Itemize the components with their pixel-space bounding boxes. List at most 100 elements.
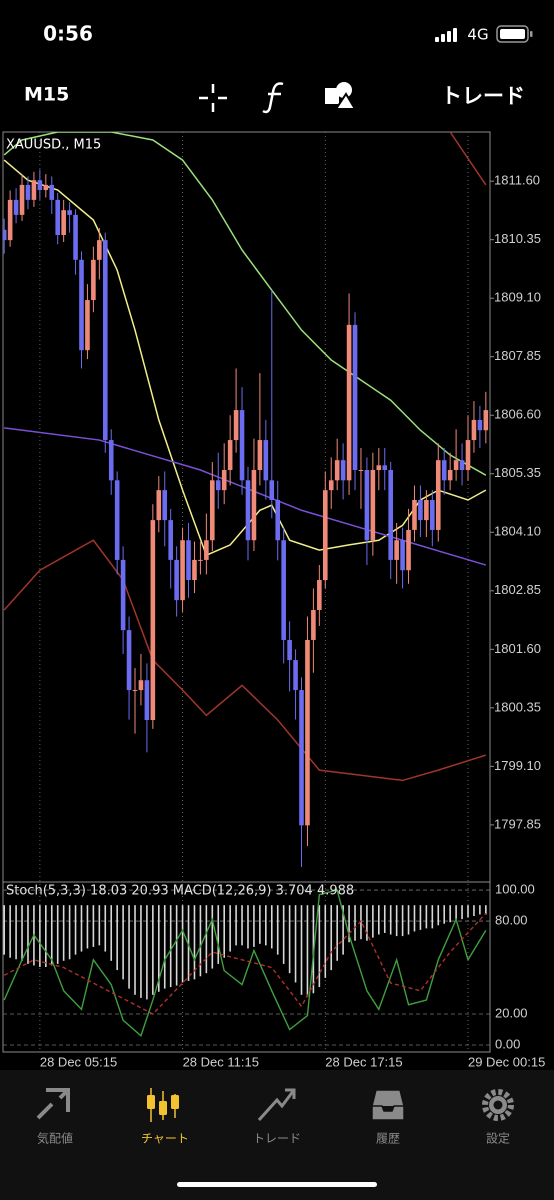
tab-icon [482, 1089, 514, 1121]
candle-body [269, 480, 275, 500]
battery-icon [496, 25, 533, 43]
candle-body [305, 639, 310, 826]
candle-body [7, 199, 13, 241]
candle-body [204, 540, 209, 560]
candle-body [352, 324, 358, 471]
candle-body [37, 180, 43, 191]
candle-body [162, 490, 168, 521]
indicator-line [4, 427, 487, 566]
candle-body [424, 499, 429, 521]
candle-body [120, 559, 126, 631]
indicator-line [3, 132, 487, 476]
candle-body [465, 440, 471, 471]
candle-body [227, 440, 233, 471]
indicator-button[interactable] [262, 82, 284, 114]
candle-body [299, 690, 304, 826]
y-tick-label: 1805.35 [494, 465, 541, 480]
candle-body [251, 470, 257, 541]
candle-body [79, 259, 84, 351]
y-tick-label: 1797.85 [494, 816, 541, 831]
candle-body [85, 300, 90, 351]
crosshair-button[interactable] [199, 84, 227, 112]
chart-frame [2, 131, 491, 1053]
y-tick-label: 80.00 [495, 912, 528, 927]
candle-body [412, 499, 417, 530]
candle-body [328, 480, 334, 491]
tab[interactable]: 履歴 [371, 1089, 405, 1146]
candle-body [477, 419, 483, 431]
candle-body [406, 529, 411, 571]
y-tick-label: 20.00 [495, 1005, 528, 1020]
objects-button[interactable] [325, 82, 357, 110]
tab-icon [36, 1088, 70, 1120]
candle-body [144, 680, 150, 721]
y-tick-label: 100.00 [495, 881, 535, 896]
indicator-line [3, 539, 487, 782]
candle-body [376, 465, 382, 471]
candle-body [43, 184, 49, 191]
tab[interactable]: チャート [141, 1088, 189, 1146]
candle-body [311, 609, 316, 640]
candle-body [364, 470, 370, 541]
candle-body [31, 180, 37, 200]
candle-body [430, 499, 435, 530]
timeframe-button[interactable]: M15 [24, 84, 69, 106]
tab-icon [371, 1089, 405, 1121]
network-label: 4G [467, 26, 488, 44]
candle-body [126, 630, 132, 691]
candle-body [73, 214, 78, 260]
y-tick-label: 1804.10 [494, 524, 541, 539]
candle-body [435, 460, 441, 530]
tab[interactable]: 設定 [482, 1089, 514, 1146]
clock: 0:56 [43, 22, 93, 46]
y-tick-label: 1810.35 [494, 231, 541, 246]
candle-body [198, 559, 203, 561]
candle-body [25, 184, 31, 200]
oscillator-line [3, 889, 487, 1037]
candle-body [459, 460, 465, 471]
candle-body [358, 470, 364, 472]
candle-body [19, 184, 25, 215]
indicator-label: Stoch(5,3,3) 18.03 20.93 MACD(12,26,9) 3… [6, 884, 354, 899]
tab-label: トレード [253, 1132, 301, 1146]
candle-body [91, 259, 96, 301]
y-tick-label: 1800.35 [494, 699, 541, 714]
tab-icon [171, 1095, 179, 1109]
y-tick-label: 1807.85 [494, 348, 541, 363]
y-tick-label: 1809.10 [494, 290, 541, 305]
tab-icon [257, 1088, 296, 1122]
symbol-label: XAUUSD., M15 [6, 138, 101, 153]
candle-body [400, 540, 405, 571]
candle-body [180, 540, 185, 601]
candle-body [257, 440, 263, 471]
tab[interactable]: トレード [253, 1088, 301, 1146]
tab-icon [159, 1101, 167, 1115]
candle-body [239, 410, 245, 481]
candle-body [55, 199, 61, 235]
candle-body [186, 540, 191, 581]
indicator-line [449, 132, 487, 186]
candle-body [263, 440, 269, 481]
home-indicator [177, 1182, 377, 1187]
tab[interactable]: 気配値 [36, 1088, 73, 1146]
candle-body [293, 660, 298, 691]
candle-body [61, 210, 66, 235]
trade-button[interactable]: トレード [441, 84, 525, 108]
candle-body [150, 520, 156, 721]
candle-body [382, 465, 388, 471]
candle-body [453, 460, 459, 471]
y-tick-label: 1799.10 [494, 758, 541, 773]
candle-body [67, 210, 72, 215]
tab-bar [0, 1070, 554, 1200]
candle-body [233, 410, 239, 441]
candle-body [340, 460, 346, 481]
candle-body [418, 499, 423, 521]
x-tick-label: 28 Dec 05:15 [40, 1054, 117, 1069]
candle-body [388, 470, 393, 560]
candle-body [13, 199, 19, 215]
candle-body [49, 184, 55, 200]
candle-body [245, 480, 251, 541]
candle-body [168, 520, 173, 560]
x-tick-label: 28 Dec 11:15 [183, 1054, 259, 1069]
